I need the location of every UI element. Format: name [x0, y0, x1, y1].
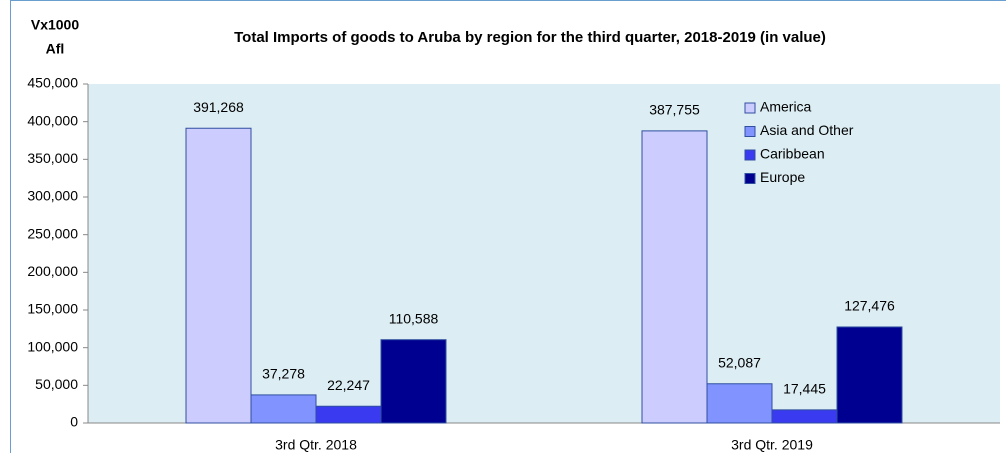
y-axis-label: Vx1000 — [31, 17, 79, 33]
bar — [706, 383, 773, 424]
y-tick-label: 300,000 — [27, 188, 78, 204]
value-label: 391,268 — [193, 99, 244, 115]
bar — [250, 394, 317, 424]
y-axis-label: Afl — [46, 41, 65, 57]
y-tick-label: 450,000 — [27, 75, 78, 91]
legend-swatch — [744, 102, 756, 114]
bar — [641, 130, 708, 424]
value-label: 17,445 — [783, 381, 826, 397]
y-tick-label: 0 — [70, 414, 78, 430]
y-tick-label: 200,000 — [27, 263, 78, 279]
bar — [185, 127, 252, 424]
y-tick-label: 250,000 — [27, 225, 78, 241]
y-tick-label: 50,000 — [35, 376, 78, 392]
legend-swatch — [744, 173, 756, 184]
value-label: 127,476 — [844, 298, 895, 314]
bar — [836, 326, 903, 424]
bar — [380, 339, 447, 424]
value-label: 387,755 — [649, 102, 700, 118]
value-label: 110,588 — [389, 310, 439, 326]
bar — [315, 405, 382, 424]
legend-label: America — [760, 99, 812, 115]
legend-label: Asia and Other — [760, 122, 854, 138]
chart-title: Total Imports of goods to Aruba by regio… — [234, 29, 826, 46]
x-tick-label: 3rd Qtr. 2019 — [731, 437, 813, 453]
y-tick-label: 150,000 — [27, 301, 78, 317]
x-tick-label: 3rd Qtr. 2018 — [275, 437, 357, 453]
value-label: 52,087 — [718, 354, 761, 370]
legend-swatch — [744, 126, 756, 137]
y-tick-label: 400,000 — [27, 112, 78, 128]
y-tick-label: 100,000 — [27, 338, 78, 354]
legend-label: Caribbean — [760, 146, 825, 162]
value-label: 22,247 — [327, 377, 370, 393]
bar — [771, 409, 838, 424]
legend-label: Europe — [760, 169, 805, 185]
value-label: 37,278 — [262, 366, 305, 382]
legend-swatch — [744, 149, 756, 161]
y-tick-label: 350,000 — [27, 150, 78, 166]
